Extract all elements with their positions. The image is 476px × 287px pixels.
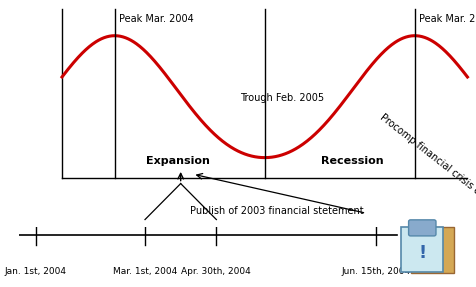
Text: Apr. 30th, 2004: Apr. 30th, 2004: [181, 267, 251, 276]
Text: Publish of 2003 financial stetement: Publish of 2003 financial stetement: [190, 206, 363, 216]
Text: Peak Mar. 2004: Peak Mar. 2004: [119, 14, 193, 24]
Text: Procomp financial crisis day: Procomp financial crisis day: [377, 112, 476, 204]
Text: Jan. 1st, 2004: Jan. 1st, 2004: [5, 267, 67, 276]
Text: Trough Feb. 2005: Trough Feb. 2005: [240, 93, 324, 103]
Text: Expansion: Expansion: [145, 156, 209, 166]
Text: Mar. 1st, 2004: Mar. 1st, 2004: [113, 267, 177, 276]
Text: Jun. 15th, 2004: Jun. 15th, 2004: [341, 267, 409, 276]
FancyBboxPatch shape: [410, 227, 453, 273]
Text: !: !: [417, 244, 426, 261]
Text: Recession: Recession: [320, 156, 382, 166]
FancyBboxPatch shape: [400, 227, 442, 272]
FancyBboxPatch shape: [408, 220, 435, 236]
Text: Peak Mar. 2008: Peak Mar. 2008: [418, 14, 476, 24]
